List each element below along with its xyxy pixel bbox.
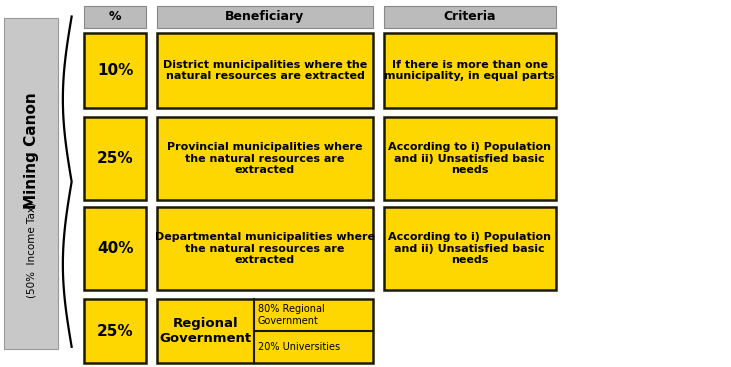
- Text: 10%: 10%: [97, 63, 133, 78]
- Text: 80% Regional
Government: 80% Regional Government: [258, 304, 325, 326]
- FancyBboxPatch shape: [84, 117, 146, 200]
- Text: Beneficiary: Beneficiary: [225, 10, 305, 23]
- Text: 40%: 40%: [97, 241, 133, 256]
- FancyBboxPatch shape: [4, 18, 58, 349]
- Text: Departmental municipalities where
the natural resources are
extracted: Departmental municipalities where the na…: [155, 232, 375, 265]
- FancyBboxPatch shape: [157, 6, 373, 28]
- Text: (50%  Income Tax): (50% Income Tax): [26, 201, 36, 298]
- Text: If there is more than one
municipality, in equal parts: If there is more than one municipality, …: [385, 60, 555, 81]
- Text: 25%: 25%: [96, 324, 134, 339]
- FancyBboxPatch shape: [84, 33, 146, 108]
- Text: Provincial municipalities where
the natural resources are
extracted: Provincial municipalities where the natu…: [167, 142, 363, 175]
- Text: District municipalities where the
natural resources are extracted: District municipalities where the natura…: [163, 60, 367, 81]
- FancyBboxPatch shape: [157, 117, 373, 200]
- FancyBboxPatch shape: [84, 299, 146, 363]
- Text: 25%: 25%: [96, 151, 134, 166]
- Text: Mining Canon: Mining Canon: [23, 92, 39, 209]
- FancyBboxPatch shape: [384, 117, 556, 200]
- FancyBboxPatch shape: [157, 207, 373, 290]
- FancyBboxPatch shape: [384, 6, 556, 28]
- FancyBboxPatch shape: [384, 207, 556, 290]
- Text: According to i) Population
and ii) Unsatisfied basic
needs: According to i) Population and ii) Unsat…: [388, 142, 551, 175]
- FancyBboxPatch shape: [84, 207, 146, 290]
- Text: %: %: [109, 10, 121, 23]
- Text: Regional
Government: Regional Government: [159, 317, 251, 345]
- Text: According to i) Population
and ii) Unsatisfied basic
needs: According to i) Population and ii) Unsat…: [388, 232, 551, 265]
- FancyBboxPatch shape: [384, 33, 556, 108]
- FancyBboxPatch shape: [84, 6, 146, 28]
- FancyBboxPatch shape: [157, 33, 373, 108]
- FancyBboxPatch shape: [157, 299, 373, 363]
- Text: 20% Universities: 20% Universities: [258, 342, 340, 352]
- Text: Criteria: Criteria: [444, 10, 496, 23]
